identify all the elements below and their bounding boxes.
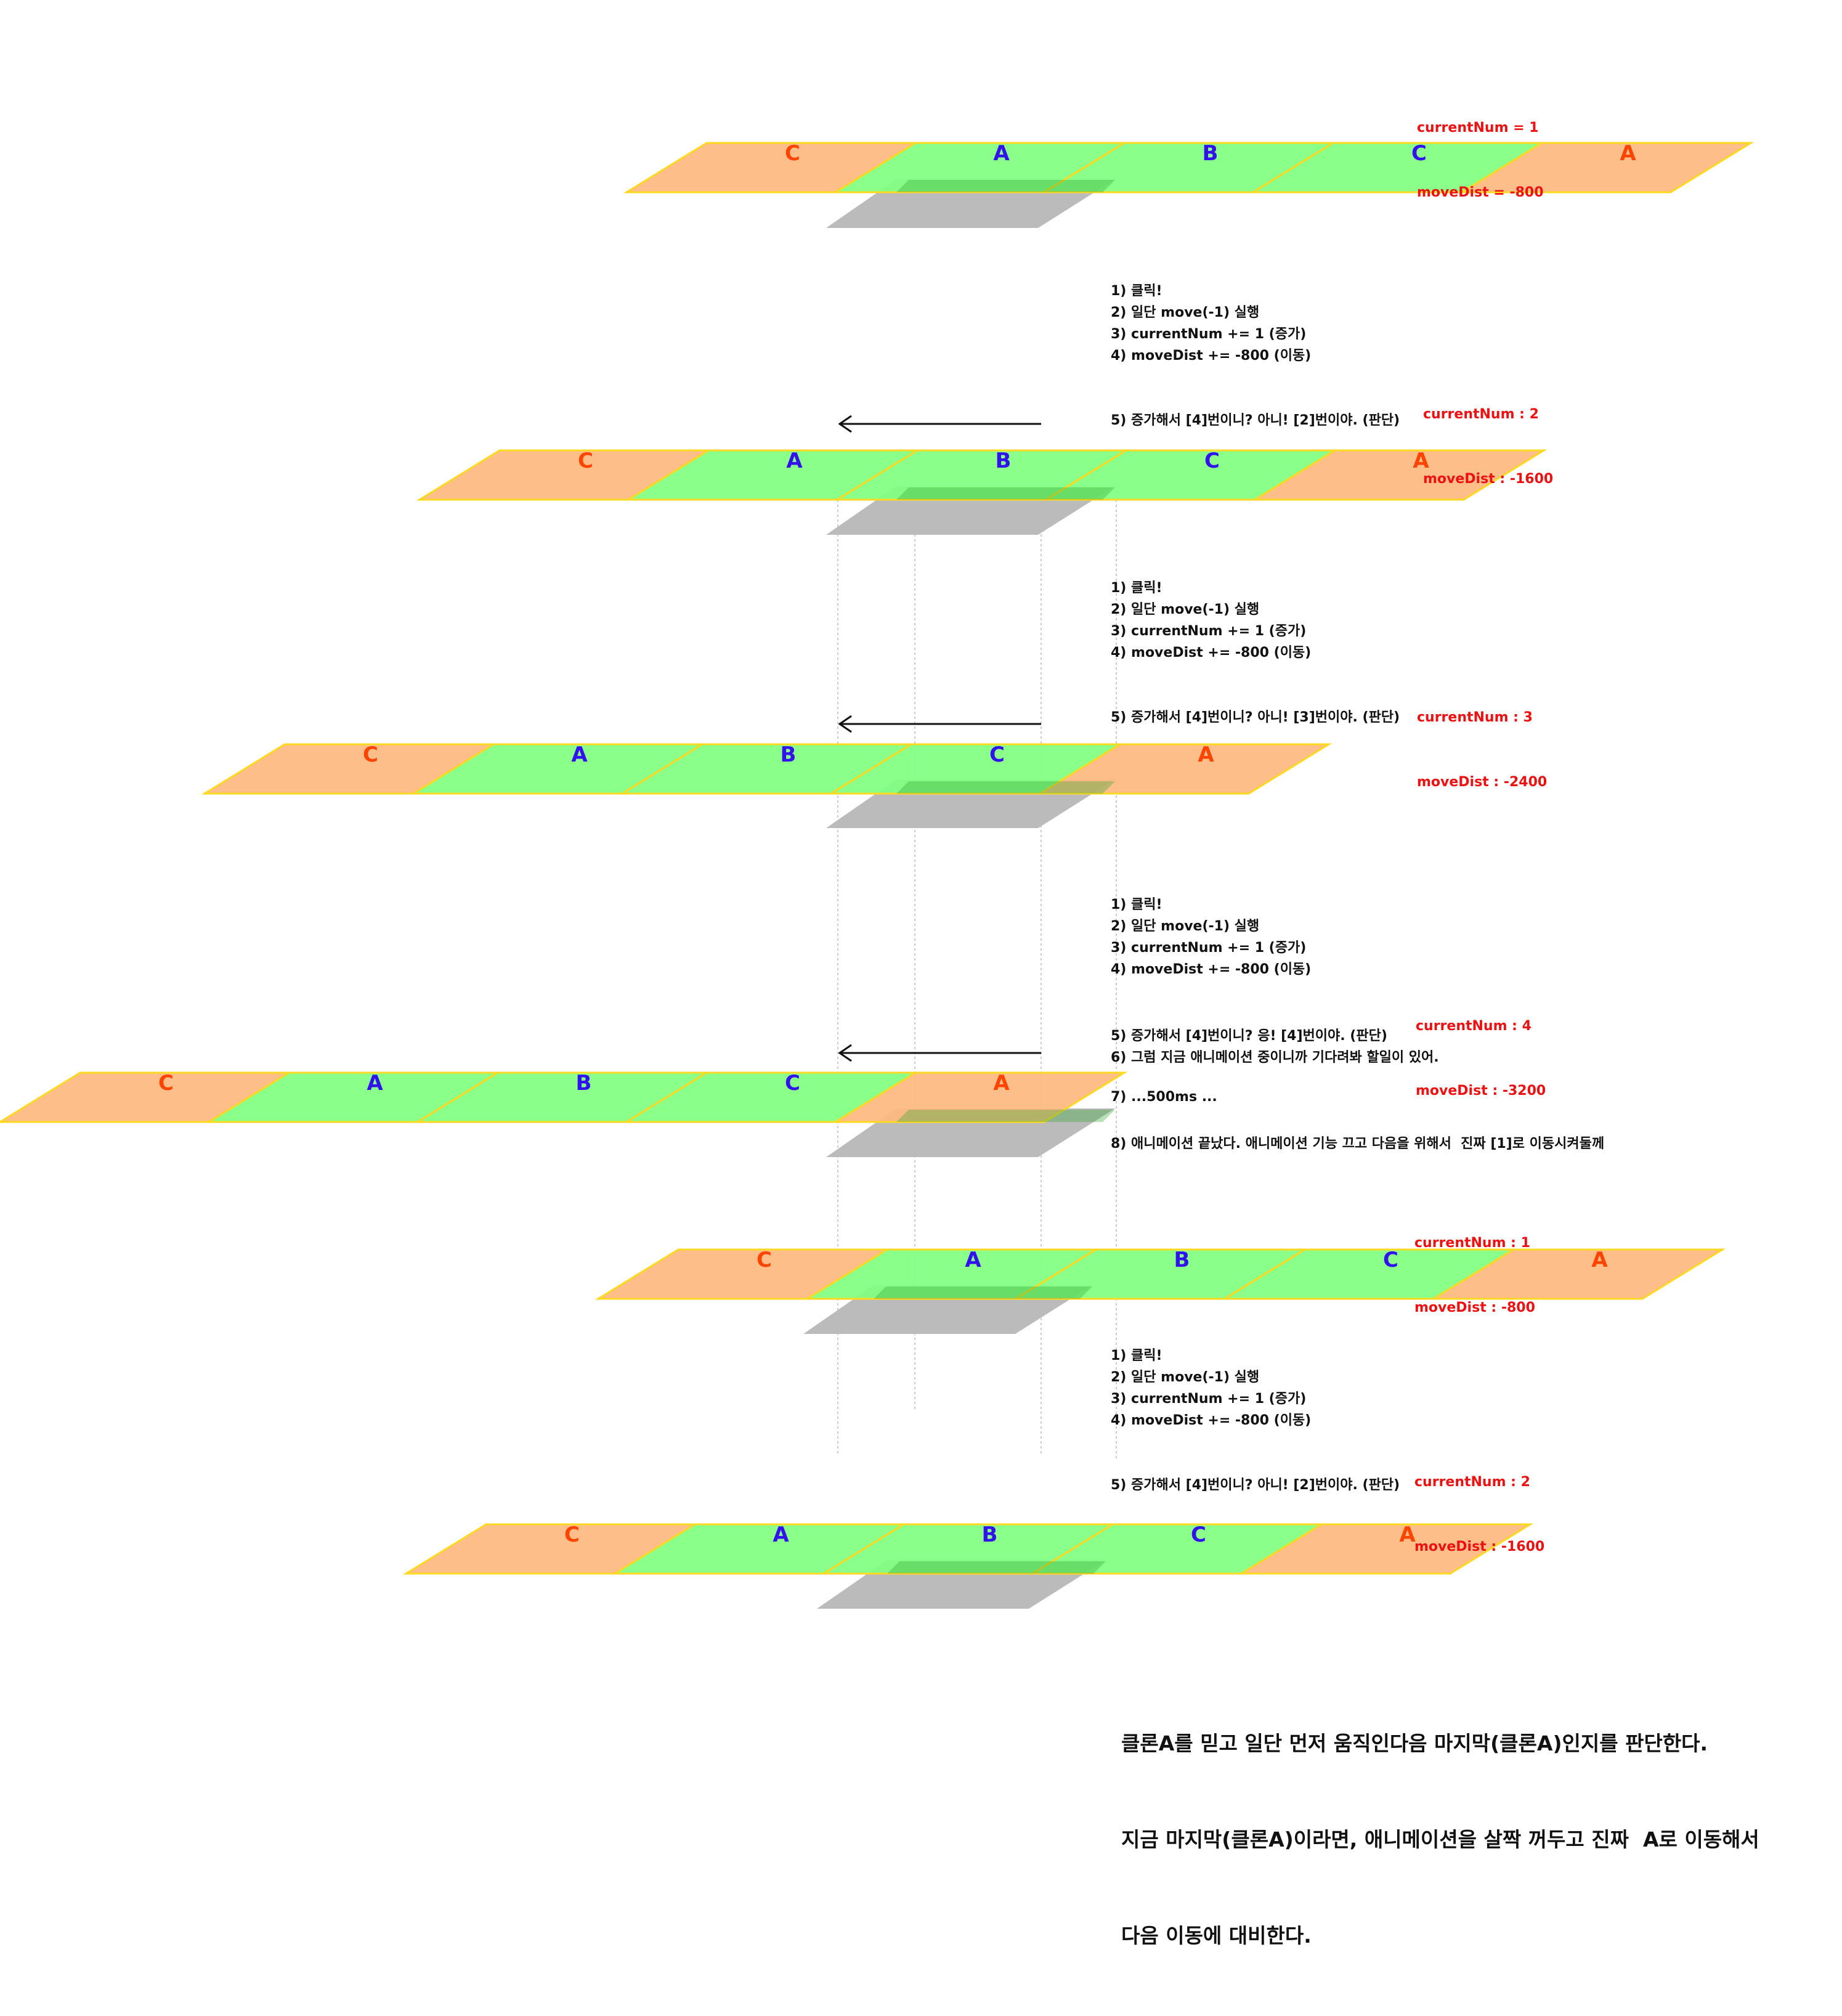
clone-tile-label: C (785, 141, 800, 166)
status-move-dist: moveDist : -1600 (1414, 1539, 1545, 1555)
slide-tile-label: B (982, 1522, 998, 1547)
step-line: 2) 일단 move(-1) 실행 (1111, 602, 1260, 617)
step-line: 6) 그럼 지금 애니메이션 중이니까 기다려봐 할일이 있어. (1111, 1050, 1439, 1065)
status-move-dist: moveDist : -800 (1414, 1300, 1535, 1315)
slide-tile-label: A (773, 1522, 789, 1547)
arrow-left-icon (838, 415, 852, 433)
step-line: 1) 클릭! (1111, 283, 1162, 299)
steps-block-2: 1) 클릭! 2) 일단 move(-1) 실행 3) currentNum +… (1111, 0, 1400, 725)
clone-tile-label: A (1413, 449, 1429, 473)
status-block-5: currentNum : 1 moveDist : -800 (1414, 1189, 1535, 1362)
step-line: 5) 증가해서 [4]번이니? 아니! [2]번이야. (판단) (1111, 1477, 1400, 1493)
step-line: 2) 일단 move(-1) 실행 (1111, 919, 1260, 934)
status-current-num: currentNum : 3 (1417, 710, 1533, 725)
slider-diagram: C A B C A C A B C A C A B C A C A B C A C A B C A C A B C A currentNu… (0, 0, 1759, 1948)
status-current-num: currentNum : 1 (1414, 1235, 1530, 1251)
step-line: 5) 증가해서 [4]번이니? 아니! [3]번이야. (판단) (1111, 710, 1400, 725)
clone-tile-label: C (363, 742, 378, 767)
arrow-left-icon (838, 1044, 852, 1062)
step-line: 3) currentNum += 1 (증가) (1111, 940, 1307, 956)
steps-block-1: 1) 클릭! 2) 일단 move(-1) 실행 3) currentNum +… (1111, 0, 1400, 428)
step-line: 1) 클릭! (1111, 1348, 1162, 1364)
summary-line: 다음 이동에 대비한다. (1121, 1924, 1312, 1948)
status-move-dist: moveDist : -3200 (1416, 1083, 1546, 1099)
viewport-overlap (896, 781, 1115, 794)
slide-tile-label: B (1203, 141, 1219, 166)
step-line: 1) 클릭! (1111, 897, 1162, 912)
slide-tile-label: C (785, 1071, 800, 1095)
status-block-3: currentNum : 3 moveDist : -2400 (1417, 664, 1547, 836)
status-block-1: currentNum = 1 moveDist = -800 (1417, 74, 1544, 246)
slide-tile-label: A (571, 742, 588, 767)
slide-tile-label: B (781, 742, 797, 767)
step-line: 5) 증가해서 [4]번이니? 응! [4]번이야. (판단) (1111, 1028, 1387, 1044)
viewport-overlap (896, 487, 1115, 500)
clone-tile (832, 1071, 1128, 1123)
step-line: 3) currentNum += 1 (증가) (1111, 327, 1307, 342)
clone-tile (1430, 1248, 1726, 1300)
slide-tile-label: C (1191, 1522, 1206, 1547)
step-line: 4) moveDist += -800 (이동) (1111, 645, 1312, 660)
slide-tile-label: B (1174, 1248, 1190, 1272)
clone-tile-label: C (158, 1071, 174, 1095)
slide-tile-label: A (367, 1071, 383, 1095)
clone-tile-label: C (578, 449, 593, 473)
step-line: 7) ...500ms ... (1111, 1089, 1217, 1105)
status-block-6: currentNum : 2 moveDist : -1600 (1414, 1428, 1544, 1601)
step-line: 2) 일단 move(-1) 실행 (1111, 305, 1260, 320)
status-block-4: currentNum : 4 moveDist : -3200 (1416, 972, 1546, 1145)
diagram-canvas: C A B C A C A B C A C A B C A C A B C A C A B C A C A B C A (0, 141, 1755, 1609)
slide-tile-label: C (1411, 141, 1427, 166)
steps-block-4: 1) 클릭! 2) 일단 move(-1) 실행 3) currentNum +… (1111, 0, 1400, 1493)
step-line: 4) moveDist += -800 (이동) (1111, 348, 1312, 364)
slide-tile-label: A (993, 141, 1010, 166)
summary-text: 클론A를 믿고 일단 먼저 움직인다음 마지막(클론A)인지를 판단한다. 지금… (1121, 1664, 1759, 2016)
step-line: 2) 일단 move(-1) 실행 (1111, 1370, 1260, 1385)
status-current-num: currentNum : 2 (1423, 407, 1539, 422)
status-block-2: currentNum : 2 moveDist : -1600 (1423, 360, 1553, 533)
clone-tile (1458, 142, 1755, 193)
clone-tile-label: A (1198, 742, 1214, 767)
clone-tile-label: A (1591, 1248, 1608, 1272)
clone-tile-label: A (1620, 141, 1636, 166)
viewport-overlap (887, 1561, 1106, 1574)
status-move-dist: moveDist : -2400 (1417, 774, 1548, 790)
step-line: 4) moveDist += -800 (이동) (1111, 962, 1312, 977)
viewport-overlap (896, 1110, 1115, 1122)
step-line: 5) 증가해서 [4]번이니? 아니! [2]번이야. (판단) (1111, 413, 1400, 428)
slide-tile-label: B (996, 449, 1012, 473)
summary-line: 지금 마지막(클론A)이라면, 애니메이션을 살짝 꺼두고 진짜 A로 이동해서 (1121, 1827, 1759, 1851)
slide-tile-label: A (965, 1248, 981, 1272)
step-line: 3) currentNum += 1 (증가) (1111, 624, 1307, 639)
summary-line: 클론A를 믿고 일단 먼저 움직인다음 마지막(클론A)인지를 판단한다. (1121, 1731, 1708, 1755)
step-line: 8) 애니메이션 끝났다. 애니메이션 기능 끄고 다음을 위해서 진짜 [1]… (1111, 1136, 1605, 1152)
clone-tile-label: C (757, 1248, 772, 1272)
status-current-num: currentNum : 4 (1416, 1018, 1532, 1034)
status-current-num: currentNum : 2 (1414, 1474, 1530, 1490)
status-current-num: currentNum = 1 (1417, 120, 1539, 136)
slide-tile-label: C (1383, 1248, 1398, 1272)
viewport-overlap (896, 180, 1115, 192)
viewport-overlap (874, 1286, 1092, 1299)
arrow-left-icon (838, 715, 852, 733)
status-move-dist: moveDist : -1600 (1423, 471, 1554, 487)
step-line: 4) moveDist += -800 (이동) (1111, 1413, 1312, 1428)
clone-tile-label: A (993, 1071, 1010, 1095)
slide-tile-label: C (989, 742, 1005, 767)
status-move-dist: moveDist = -800 (1417, 185, 1544, 200)
slide-tile-label: A (786, 449, 803, 473)
clone-tile-label: A (1399, 1522, 1416, 1547)
steps-block-3: 1) 클릭! 2) 일단 move(-1) 실행 3) currentNum +… (1111, 0, 1604, 1152)
clone-tile (1238, 1523, 1534, 1575)
clone-tile (1251, 449, 1548, 501)
clone-tile-label: C (564, 1522, 580, 1547)
clone-tile (1036, 743, 1333, 795)
slide-tile-label: C (1204, 449, 1220, 473)
step-line: 1) 클릭! (1111, 580, 1162, 596)
step-line: 3) currentNum += 1 (증가) (1111, 1391, 1307, 1407)
slide-tile-label: B (576, 1071, 592, 1095)
